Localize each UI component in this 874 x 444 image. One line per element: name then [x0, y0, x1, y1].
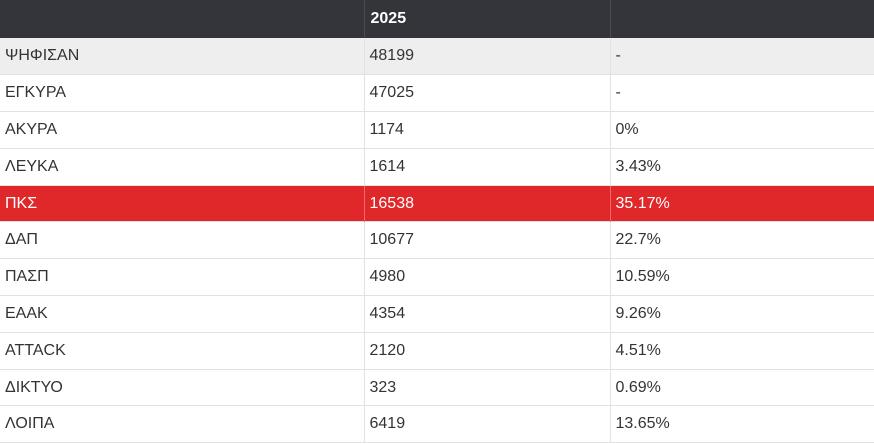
row-percent: 0%	[615, 120, 639, 138]
table-row-leyka: ΛΕΥΚΑ 1614 3.43%	[0, 148, 874, 186]
table-row-psifisan: ΨΗΦΙΣΑΝ 48199 -	[0, 38, 874, 75]
table-row-dap: ΔΑΠ 10677 22.7%	[0, 221, 874, 259]
row-label: ΨΗΦΙΣΑΝ	[0, 38, 365, 75]
table-row-attack: ATTACK 2120 4.51%	[0, 332, 874, 370]
header-cell-year: 2025	[364, 0, 611, 38]
row-label: ΔΙΚΤΥΟ	[0, 369, 365, 406]
row-votes: 4980	[364, 258, 611, 296]
table-body: ΨΗΦΙΣΑΝ 48199 - ΕΓΚΥΡΑ 47025 - ΑΚΥΡΑ 117…	[0, 38, 874, 443]
row-percent: 13.65%	[615, 415, 670, 433]
row-votes: 1174	[364, 111, 611, 149]
row-votes: 1614	[364, 148, 611, 186]
row-votes: 10677	[364, 221, 611, 259]
row-percent: 9.26%	[615, 304, 661, 322]
row-votes: 47025	[364, 74, 611, 112]
row-label: ΑΚΥΡΑ	[0, 111, 365, 149]
row-percent: 35.17%	[615, 194, 670, 212]
row-label: ΠΑΣΠ	[0, 258, 365, 296]
row-label: ATTACK	[0, 332, 365, 370]
header-cell-label	[0, 0, 365, 38]
row-percent: -	[615, 47, 621, 65]
row-votes: 6419	[364, 405, 611, 443]
row-percent: 3.43%	[615, 157, 661, 175]
row-percent: 10.59%	[615, 268, 670, 286]
table-row-eaak: ΕΑΑΚ 4354 9.26%	[0, 295, 874, 333]
row-percent: -	[615, 84, 621, 102]
table-row-pks-highlighted: ΠΚΣ 16538 35.17%	[0, 185, 874, 222]
row-votes: 323	[364, 369, 611, 406]
row-votes: 4354	[364, 295, 611, 333]
row-label: ΠΚΣ	[0, 185, 365, 222]
table-header: 2025	[0, 0, 874, 38]
header-row: 2025	[0, 0, 874, 38]
row-votes: 48199	[364, 38, 611, 75]
row-votes: 2120	[364, 332, 611, 370]
row-votes: 16538	[364, 185, 611, 222]
table-row-pasp: ΠΑΣΠ 4980 10.59%	[0, 258, 874, 296]
row-label: ΕΑΑΚ	[0, 295, 365, 333]
table-row-egkyra: ΕΓΚΥΡΑ 47025 -	[0, 74, 874, 112]
row-percent: 4.51%	[615, 341, 661, 359]
row-label: ΕΓΚΥΡΑ	[0, 74, 365, 112]
table-row-diktyo: ΔΙΚΤΥΟ 323 0.69%	[0, 369, 874, 406]
row-label: ΛΕΥΚΑ	[0, 148, 365, 186]
row-label: ΛΟΙΠΑ	[0, 405, 365, 443]
row-percent: 22.7%	[615, 231, 661, 249]
row-percent: 0.69%	[615, 378, 661, 396]
table-row-akyra: ΑΚΥΡΑ 1174 0%	[0, 111, 874, 149]
header-cell-percent	[610, 0, 874, 38]
row-label: ΔΑΠ	[0, 221, 365, 259]
table-row-loipa: ΛΟΙΠΑ 6419 13.65%	[0, 405, 874, 443]
